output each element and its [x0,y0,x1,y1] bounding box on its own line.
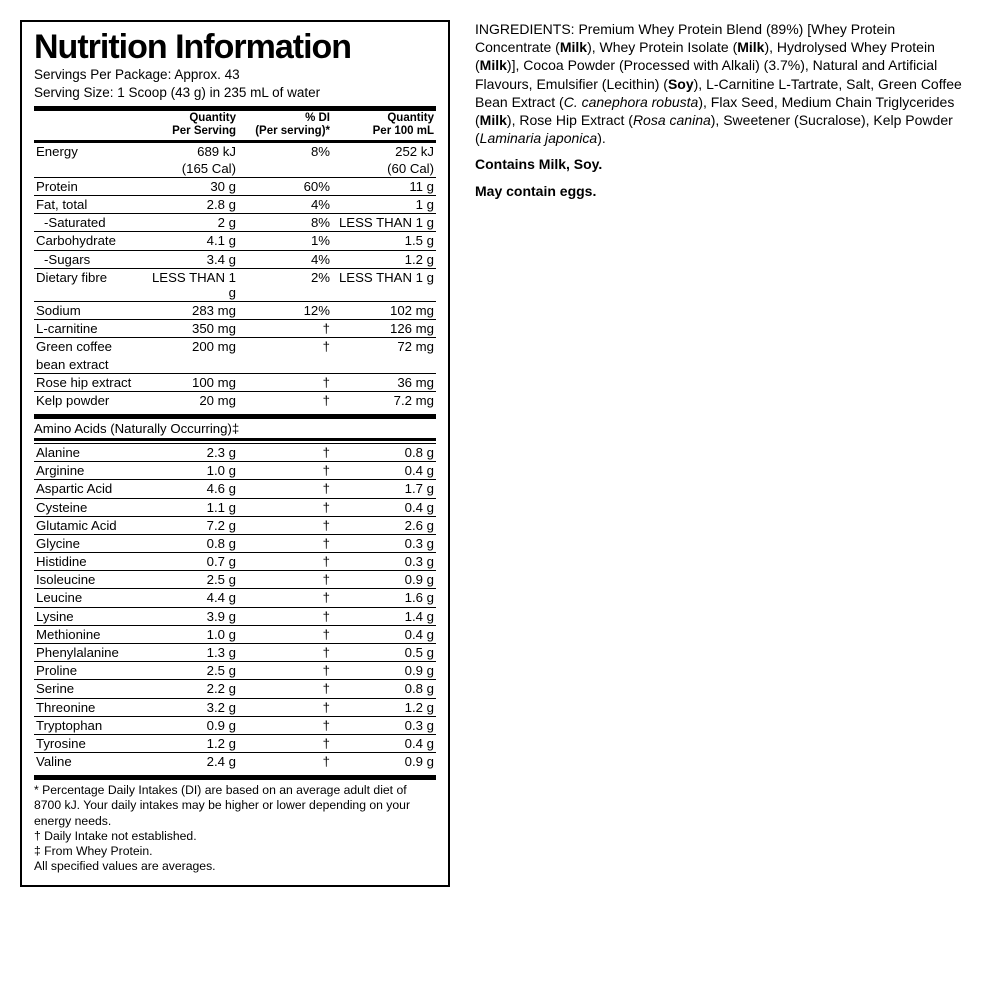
nutrition-panel: Nutrition Information Servings Per Packa… [20,20,450,887]
amino-table: Alanine2.3 g†0.8 g Arginine1.0 g†0.4 g A… [34,443,436,770]
ingredients-column: INGREDIENTS: Premium Whey Protein Blend … [475,20,965,887]
panel-title: Nutrition Information [34,30,436,64]
may-contain-text: May contain eggs. [475,182,965,200]
serving-size: Serving Size: 1 Scoop (43 g) in 235 mL o… [34,84,436,102]
nutrition-table: QuantityPer Serving % DI(Per serving)* Q… [34,111,436,409]
ingredients-text: INGREDIENTS: Premium Whey Protein Blend … [475,20,965,147]
amino-header: Amino Acids (Naturally Occurring)‡ [34,419,436,436]
contains-text: Contains Milk, Soy. [475,155,965,173]
footnotes: * Percentage Daily Intakes (DI) are base… [34,780,436,875]
servings-per-package: Servings Per Package: Approx. 43 [34,66,436,84]
